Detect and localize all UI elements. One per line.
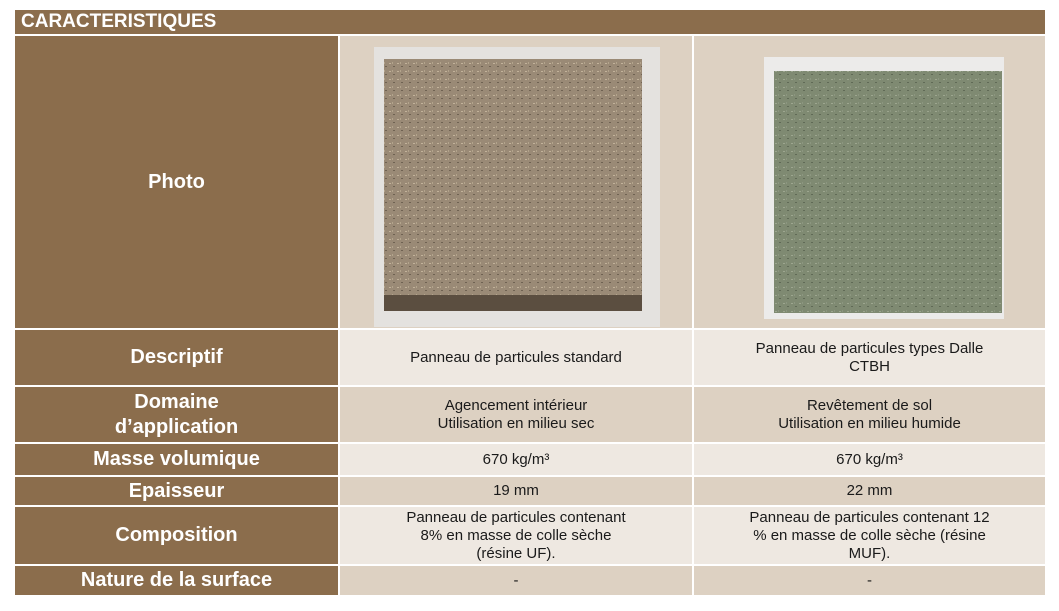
table-row: Masse volumique 670 kg/m³ 670 kg/m³ (13, 442, 1047, 477)
table-row: Nature de la surface - - (13, 564, 1047, 597)
photo-standard (374, 47, 660, 327)
header-row: CARACTERISTIQUES (13, 8, 1047, 36)
table-row: Domaine d’application Agencement intérieu… (13, 385, 1047, 444)
row-label: Nature de la surface (13, 564, 340, 597)
cell-value: Revêtement de sol Utilisation en milieu … (692, 385, 1047, 444)
cell-value: 670 kg/m³ (692, 442, 1047, 477)
table-row: Descriptif Panneau de particules standard… (13, 328, 1047, 387)
row-label: Masse volumique (13, 442, 340, 477)
table-body: CARACTERISTIQUES Photo Descriptif Panneau… (13, 8, 1047, 597)
characteristics-table: CARACTERISTIQUES Photo Descriptif Panneau… (13, 8, 1047, 597)
row-label: Domaine d’application (13, 385, 340, 444)
cell-value: Panneau de particules contenant 12 % en … (692, 505, 1047, 566)
row-label: Epaisseur (13, 475, 340, 507)
row-label: Composition (13, 505, 340, 566)
cell-value: Agencement intérieur Utilisation en mili… (338, 385, 694, 444)
characteristics-sheet: CARACTERISTIQUES Photo Descriptif Panneau… (13, 8, 1047, 597)
row-label: Photo (13, 34, 340, 330)
row-label: Descriptif (13, 328, 340, 387)
cell-value: 19 mm (338, 475, 694, 507)
table-row: Epaisseur 19 mm 22 mm (13, 475, 1047, 507)
cell-value: 22 mm (692, 475, 1047, 507)
cell-value: Panneau de particules standard (338, 328, 694, 387)
cell-value: - (692, 564, 1047, 597)
header-title: CARACTERISTIQUES (13, 8, 1047, 36)
cell-value: Panneau de particules types Dalle CTBH (692, 328, 1047, 387)
cell-value: - (338, 564, 694, 597)
cell-value: 670 kg/m³ (338, 442, 694, 477)
photo-cell (692, 34, 1047, 330)
table-row: Composition Panneau de particules contena… (13, 505, 1047, 566)
table-row: Photo (13, 34, 1047, 330)
photo-ctbh (764, 57, 1004, 319)
photo-cell (338, 34, 694, 330)
cell-value: Panneau de particules contenant 8% en ma… (338, 505, 694, 566)
